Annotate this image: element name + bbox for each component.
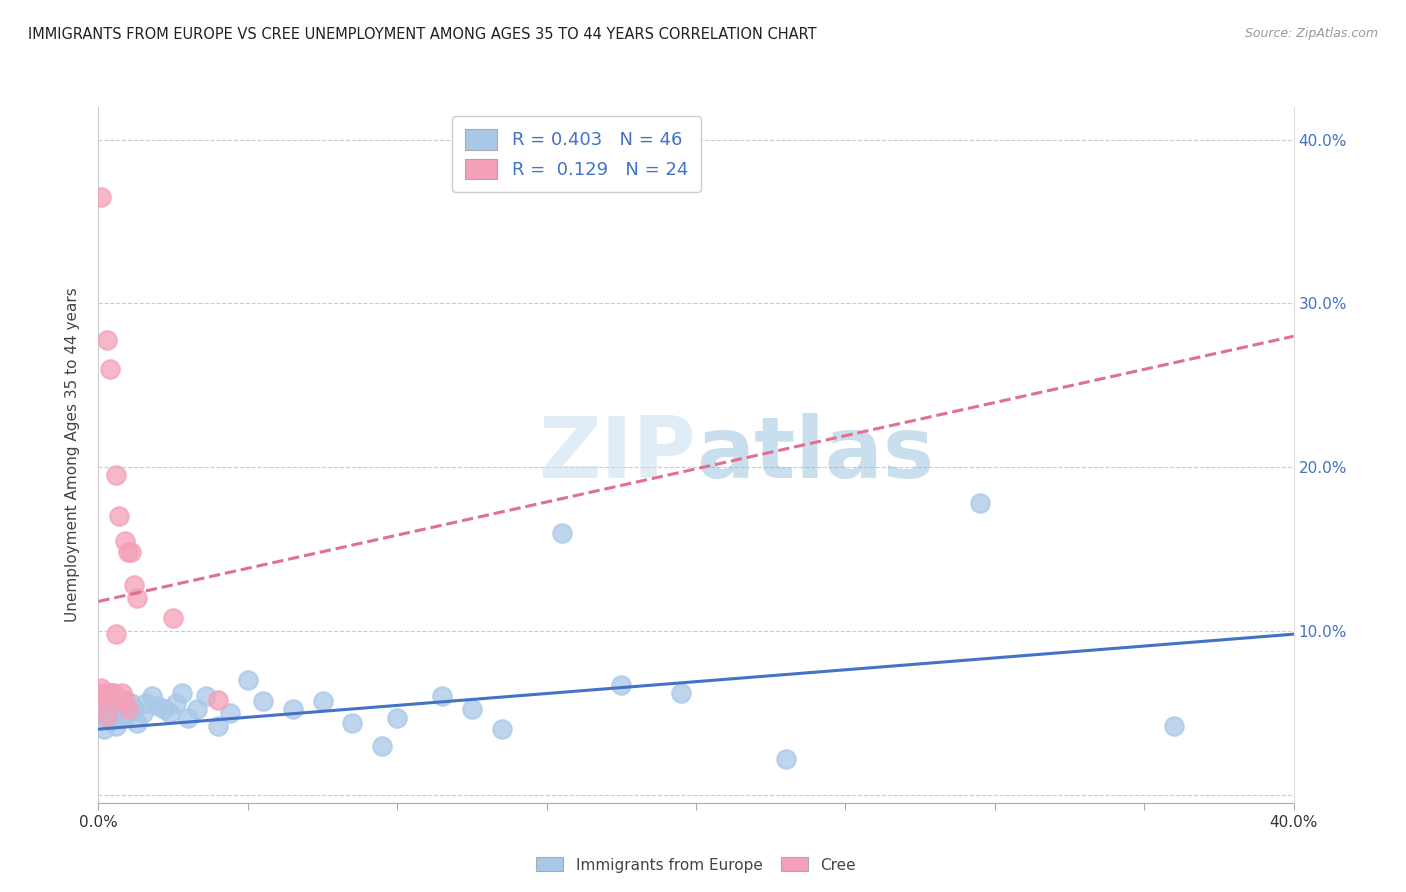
Point — [93, 686, 115, 700]
Point — [132, 706, 155, 720]
Point — [385, 711, 409, 725]
Point — [195, 690, 218, 704]
Point — [148, 699, 170, 714]
Point — [108, 692, 131, 706]
Point — [186, 702, 208, 716]
Point — [93, 722, 115, 736]
Point — [236, 673, 259, 687]
Point — [127, 591, 149, 606]
Point — [1163, 719, 1185, 733]
Point — [108, 702, 131, 716]
Point — [969, 496, 991, 510]
Point — [669, 686, 692, 700]
Point — [219, 706, 242, 720]
Point — [342, 715, 364, 730]
Legend: Immigrants from Europe, Cree: Immigrants from Europe, Cree — [530, 851, 862, 879]
Text: ZIP: ZIP — [538, 413, 696, 497]
Point — [114, 709, 136, 723]
Point — [117, 702, 139, 716]
Point — [111, 692, 134, 706]
Y-axis label: Unemployment Among Ages 35 to 44 years: Unemployment Among Ages 35 to 44 years — [65, 287, 80, 623]
Point — [93, 709, 115, 723]
Point — [103, 709, 125, 723]
Point — [93, 692, 115, 706]
Point — [100, 362, 122, 376]
Point — [127, 715, 149, 730]
Point — [430, 690, 453, 704]
Point — [165, 696, 187, 710]
Point — [111, 686, 134, 700]
Point — [100, 714, 122, 728]
Point — [105, 468, 128, 483]
Point — [159, 706, 181, 720]
Point — [90, 190, 112, 204]
Point — [491, 722, 513, 736]
Point — [153, 702, 176, 716]
Point — [162, 611, 184, 625]
Point — [135, 696, 157, 710]
Point — [96, 333, 118, 347]
Point — [311, 694, 333, 708]
Point — [108, 509, 131, 524]
Point — [124, 702, 146, 716]
Point — [105, 627, 128, 641]
Point — [124, 578, 146, 592]
Point — [96, 709, 118, 723]
Point — [461, 702, 484, 716]
Point — [105, 719, 128, 733]
Point — [103, 686, 125, 700]
Point — [775, 751, 797, 765]
Point — [141, 690, 163, 704]
Point — [281, 702, 304, 716]
Point — [120, 545, 142, 559]
Point — [114, 692, 136, 706]
Point — [96, 686, 118, 700]
Point — [117, 706, 139, 720]
Point — [96, 702, 118, 716]
Point — [207, 692, 229, 706]
Point — [100, 686, 122, 700]
Point — [550, 525, 572, 540]
Point — [114, 533, 136, 548]
Point — [252, 694, 274, 708]
Point — [100, 692, 122, 706]
Point — [177, 711, 200, 725]
Point — [96, 690, 118, 704]
Point — [172, 686, 194, 700]
Point — [120, 696, 142, 710]
Text: IMMIGRANTS FROM EUROPE VS CREE UNEMPLOYMENT AMONG AGES 35 TO 44 YEARS CORRELATIO: IMMIGRANTS FROM EUROPE VS CREE UNEMPLOYM… — [28, 27, 817, 42]
Point — [90, 681, 112, 696]
Point — [103, 686, 125, 700]
Point — [207, 719, 229, 733]
Point — [371, 739, 394, 753]
Text: Source: ZipAtlas.com: Source: ZipAtlas.com — [1244, 27, 1378, 40]
Point — [117, 545, 139, 559]
Point — [610, 678, 633, 692]
Text: atlas: atlas — [696, 413, 934, 497]
Point — [90, 698, 112, 712]
